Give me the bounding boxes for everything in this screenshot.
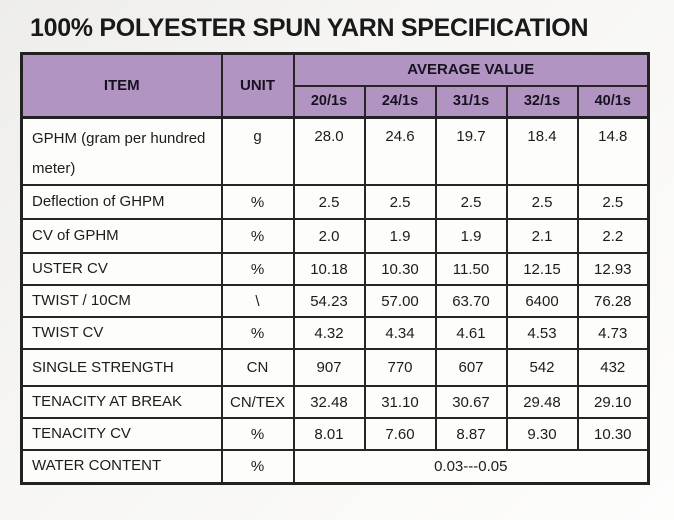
value-cell: 2.5 bbox=[576, 184, 650, 220]
value-cell: 32.48 bbox=[292, 385, 366, 419]
unit-cell: % bbox=[220, 417, 295, 451]
value-cell: 2.5 bbox=[434, 184, 508, 220]
yarn-count-header-24-1s: 24/1s bbox=[363, 84, 437, 119]
unit-cell: % bbox=[220, 252, 295, 286]
table-row-deflection: Deflection of GHPM % 2.5 2.5 2.5 2.5 2.5 bbox=[20, 184, 650, 220]
value-cell: 2.0 bbox=[292, 218, 366, 254]
yarn-count-header-20-1s: 20/1s bbox=[292, 84, 366, 119]
value-cell: 11.50 bbox=[434, 252, 508, 286]
unit-cell: % bbox=[220, 449, 295, 484]
value-cell: 4.32 bbox=[292, 316, 366, 350]
unit-cell: % bbox=[220, 184, 295, 220]
average-value-header: AVERAGE VALUE bbox=[292, 52, 650, 87]
item-cell: TENACITY AT BREAK bbox=[20, 385, 223, 419]
item-cell: TWIST / 10CM bbox=[20, 284, 223, 318]
spec-table: ITEM UNIT AVERAGE VALUE 20/1s 24/1s 31/1… bbox=[20, 52, 651, 485]
table-header: ITEM UNIT AVERAGE VALUE 20/1s 24/1s 31/1… bbox=[20, 52, 650, 119]
value-cell: 907 bbox=[292, 348, 366, 387]
unit-cell: % bbox=[220, 316, 295, 350]
value-cell: 28.0 bbox=[292, 116, 366, 186]
value-cell: 2.5 bbox=[363, 184, 437, 220]
table-row-uster-cv: USTER CV % 10.18 10.30 11.50 12.15 12.93 bbox=[20, 252, 650, 286]
header-row-counts: 20/1s 24/1s 31/1s 32/1s 40/1s bbox=[22, 84, 650, 119]
value-cell: 542 bbox=[505, 348, 579, 387]
yarn-count-header-32-1s: 32/1s bbox=[505, 84, 579, 119]
header-row-top: ITEM UNIT AVERAGE VALUE bbox=[20, 52, 650, 119]
value-cell: 31.10 bbox=[363, 385, 437, 419]
table-body: GPHM (gram per hundred meter) g 28.0 24.… bbox=[20, 116, 650, 484]
value-cell: 4.53 bbox=[505, 316, 579, 350]
value-cell: 18.4 bbox=[505, 116, 579, 186]
value-cell: 9.30 bbox=[505, 417, 579, 451]
table-row-cv-of-gphm: CV of GPHM % 2.0 1.9 1.9 2.1 2.2 bbox=[20, 218, 650, 254]
table-row-gphm: GPHM (gram per hundred meter) g 28.0 24.… bbox=[20, 116, 650, 186]
value-cell: 8.87 bbox=[434, 417, 508, 451]
value-cell: 29.48 bbox=[505, 385, 579, 419]
unit-cell: g bbox=[220, 116, 295, 186]
item-column-header: ITEM bbox=[20, 52, 223, 119]
value-cell: 29.10 bbox=[576, 385, 650, 419]
item-cell: SINGLE STRENGTH bbox=[20, 348, 223, 387]
value-cell: 10.30 bbox=[363, 252, 437, 286]
value-cell: 54.23 bbox=[292, 284, 366, 318]
table-row-water-content: WATER CONTENT % 0.03---0.05 bbox=[20, 449, 650, 484]
value-cell: 7.60 bbox=[363, 417, 437, 451]
item-cell: GPHM (gram per hundred meter) bbox=[20, 116, 223, 186]
value-cell: 24.6 bbox=[363, 116, 437, 186]
table-row-twist-cv: TWIST CV % 4.32 4.34 4.61 4.53 4.73 bbox=[20, 316, 650, 350]
value-cell: 770 bbox=[363, 348, 437, 387]
unit-column-header: UNIT bbox=[220, 52, 295, 119]
value-cell: 57.00 bbox=[363, 284, 437, 318]
table-row-twist-10cm: TWIST / 10CM \ 54.23 57.00 63.70 6400 76… bbox=[20, 284, 650, 318]
value-cell: 2.5 bbox=[505, 184, 579, 220]
value-cell: 63.70 bbox=[434, 284, 508, 318]
value-cell: 4.61 bbox=[434, 316, 508, 350]
table-row-tenacity-at-break: TENACITY AT BREAK CN/TEX 32.48 31.10 30.… bbox=[20, 385, 650, 419]
value-cell: 432 bbox=[576, 348, 650, 387]
value-cell: 4.34 bbox=[363, 316, 437, 350]
item-cell: USTER CV bbox=[20, 252, 223, 286]
value-cell: 12.93 bbox=[576, 252, 650, 286]
value-cell: 1.9 bbox=[363, 218, 437, 254]
value-cell: 2.1 bbox=[505, 218, 579, 254]
table-row-single-strength: SINGLE STRENGTH CN 907 770 607 542 432 bbox=[20, 348, 650, 387]
value-cell: 2.2 bbox=[576, 218, 650, 254]
value-cell: 76.28 bbox=[576, 284, 650, 318]
value-cell: 2.5 bbox=[292, 184, 366, 220]
value-cell: 10.18 bbox=[292, 252, 366, 286]
value-cell: 8.01 bbox=[292, 417, 366, 451]
unit-cell: CN bbox=[220, 348, 295, 387]
item-cell: WATER CONTENT bbox=[20, 449, 223, 484]
value-cell: 4.73 bbox=[576, 316, 650, 350]
value-cell: 1.9 bbox=[434, 218, 508, 254]
value-cell: 607 bbox=[434, 348, 508, 387]
value-cell: 12.15 bbox=[505, 252, 579, 286]
value-cell: 19.7 bbox=[434, 116, 508, 186]
yarn-count-header-31-1s: 31/1s bbox=[434, 84, 508, 119]
value-cell: 30.67 bbox=[434, 385, 508, 419]
value-cell: 14.8 bbox=[576, 116, 650, 186]
unit-cell: % bbox=[220, 218, 295, 254]
value-cell: 10.30 bbox=[576, 417, 650, 451]
unit-cell: CN/TEX bbox=[220, 385, 295, 419]
item-cell: TWIST CV bbox=[20, 316, 223, 350]
unit-cell: \ bbox=[220, 284, 295, 318]
item-cell: TENACITY CV bbox=[20, 417, 223, 451]
table-row-tenacity-cv: TENACITY CV % 8.01 7.60 8.87 9.30 10.30 bbox=[20, 417, 650, 451]
page-title: 100% POLYESTER SPUN YARN SPECIFICATION bbox=[30, 14, 589, 42]
item-cell: CV of GPHM bbox=[20, 218, 223, 254]
value-cell-range: 0.03---0.05 bbox=[292, 449, 650, 484]
yarn-count-header-40-1s: 40/1s bbox=[576, 84, 650, 119]
item-cell: Deflection of GHPM bbox=[20, 184, 223, 220]
value-cell: 6400 bbox=[505, 284, 579, 318]
